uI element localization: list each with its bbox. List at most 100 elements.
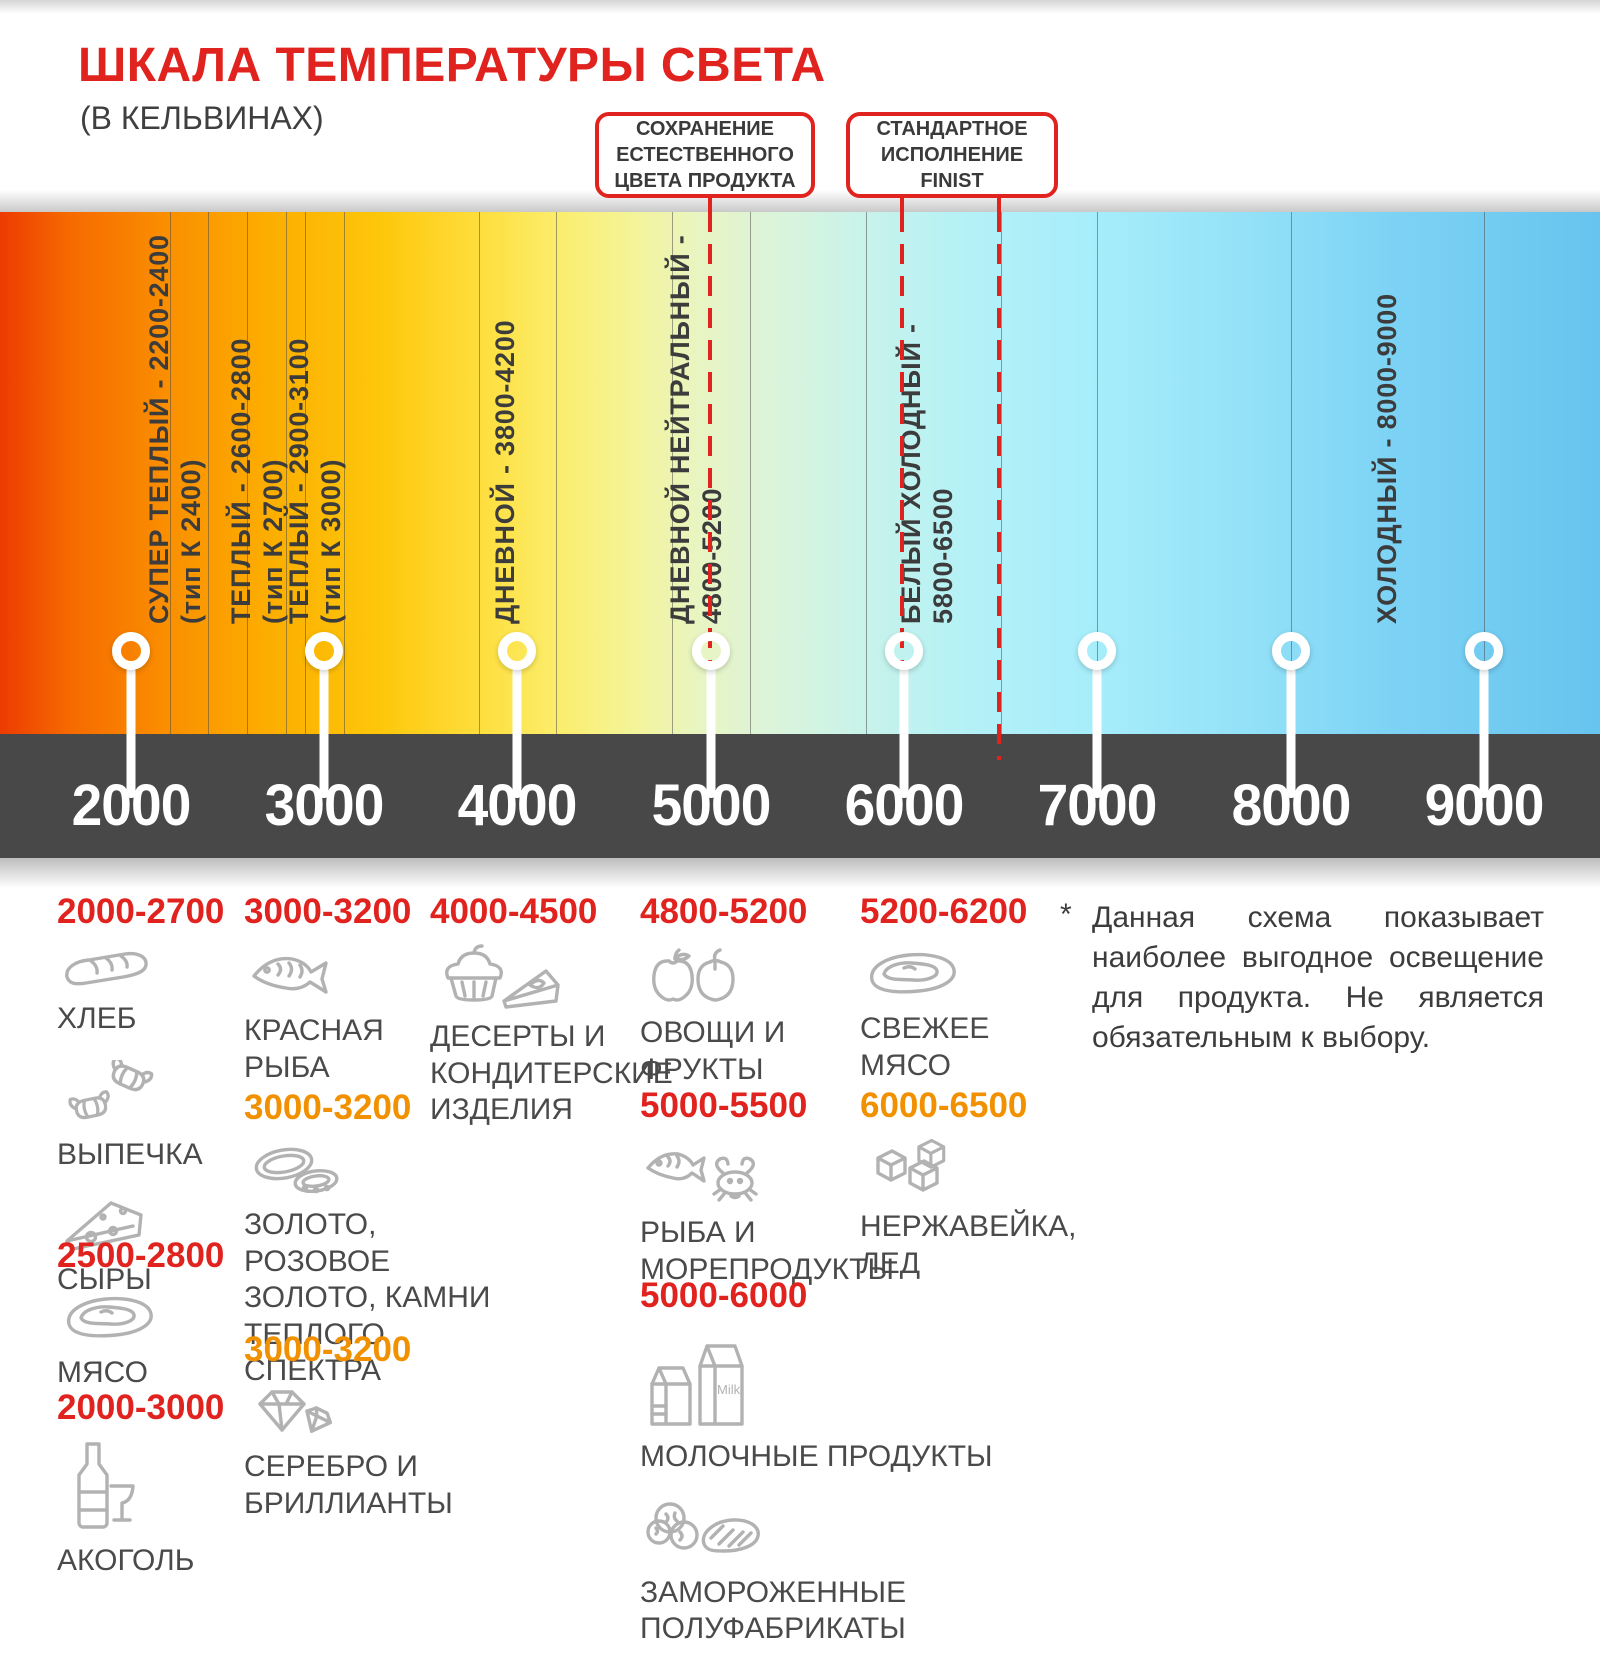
- pin-stem: [1286, 667, 1296, 798]
- product-group: 5000-5500 РЫБА И МОРЕПРОДУКТЫ: [640, 1086, 895, 1310]
- dessert-icon: [434, 944, 645, 1015]
- zone-label-white-cold: БЕЛЫЙ ХОЛОДНЫЙ - 5800-6500: [896, 323, 958, 624]
- callout-leg: [900, 196, 904, 214]
- page-title: ШКАЛА ТЕМПЕРАТУРЫ СВЕТА: [78, 39, 826, 92]
- product-label: МЯСО: [57, 1356, 148, 1389]
- product-label: КРАСНАЯ РЫБА: [244, 1014, 384, 1084]
- product-entry: РЫБА И МОРЕПРОДУКТЫ: [640, 1138, 895, 1288]
- zone-label-warm-3000: ТЕПЛЫЙ - 2900-3100 (тип К 3000): [284, 337, 346, 624]
- zone-label-daylight: ДНЕВНОЙ - 3800-4200: [490, 319, 521, 624]
- pin-stem: [1092, 667, 1102, 798]
- product-entry: СЫРЫ: [57, 1195, 237, 1299]
- pin-marker-icon: [1272, 632, 1310, 670]
- produce-icon: [644, 944, 860, 1011]
- range-label: 2000-2700: [57, 892, 225, 931]
- product-group: 2000-3000 АКОГОЛЬ: [57, 1388, 237, 1602]
- zone-boundary-line: [305, 212, 306, 734]
- kelvin-axis-bar: [0, 734, 1600, 858]
- product-group: 3000-3200 СЕРЕБРО И БРИЛЛИАНТЫ: [244, 1330, 464, 1544]
- product-label: СЕРЕБРО И БРИЛЛИАНТЫ: [244, 1450, 453, 1520]
- product-entry: МЯСО: [57, 1288, 237, 1392]
- product-entry: СЕРЕБРО И БРИЛЛИАНТЫ: [244, 1382, 464, 1522]
- range-label: 3000-3200: [244, 1330, 412, 1369]
- footnote-text: Данная схема показывает наиболее выгодно…: [1092, 901, 1544, 1054]
- product-entry: НЕРЖАВЕЙКА, ЛЕД: [860, 1138, 1076, 1282]
- pin-marker-icon: [885, 632, 923, 670]
- product-entry: АКОГОЛЬ: [57, 1440, 237, 1580]
- range-label: 5000-6000: [640, 1276, 808, 1315]
- axis-tick-8000: 8000: [1231, 773, 1352, 838]
- fresh-meat-icon: [864, 944, 1060, 1007]
- product-label: ВЫПЕЧКА: [57, 1137, 203, 1171]
- product-label: ЗАМОРОЖЕННЫЕ ПОЛУФАБРИКАТЫ: [640, 1575, 907, 1646]
- product-entry: ХЛЕБ: [57, 944, 237, 1038]
- fish-icon: [248, 944, 419, 1009]
- product-group: 6000-6500 НЕРЖАВЕЙКА, ЛЕД: [860, 1086, 1076, 1304]
- zone-label-super-warm: СУПЕР ТЕПЛЫЙ - 2200-2400 (тип К 2400): [144, 234, 206, 624]
- product-label: РЫБА И МОРЕПРОДУКТЫ: [640, 1216, 895, 1286]
- callout-natural-color: СОХРАНЕНИЕ ЕСТЕСТВЕННОГО ЦВЕТА ПРОДУКТА: [595, 112, 815, 198]
- product-label: СВЕЖЕЕ МЯСО: [860, 1012, 990, 1082]
- dashed-line-5000k: [708, 212, 712, 770]
- band-top-shadow: [0, 190, 1600, 212]
- product-entry: КРАСНАЯ РЫБА: [244, 944, 419, 1086]
- range-label: 5000-5500: [640, 1086, 808, 1125]
- product-entry: ОВОЩИ И ФРУКТЫ: [640, 944, 860, 1088]
- pin-stem: [1479, 667, 1489, 798]
- product-entry: СВЕЖЕЕ МЯСО: [860, 944, 1060, 1084]
- range-label: 2500-2800: [57, 1236, 225, 1275]
- product-label: АКОГОЛЬ: [57, 1544, 195, 1577]
- product-entry: ЗОЛОТО, РОЗОВОЕ ЗОЛОТО, КАМНИ ТЕПЛОГО СП…: [244, 1140, 504, 1390]
- pin-marker-icon: [1078, 632, 1116, 670]
- axis-tick-7000: 7000: [1037, 773, 1158, 838]
- pin-stem: [126, 667, 136, 798]
- zone-label-cold: ХОЛОДНЫЙ - 8000-9000: [1372, 293, 1403, 624]
- zone-boundary-line: [344, 212, 345, 734]
- zone-boundary-line: [208, 212, 209, 734]
- axis-tick-3000: 3000: [264, 773, 385, 838]
- product-group: 5200-6200 СВЕЖЕЕ МЯСО: [860, 892, 1060, 1106]
- axis-tick-4000: 4000: [457, 773, 578, 838]
- range-label: 4000-4500: [430, 892, 598, 931]
- dashed-line-6000k: [900, 212, 904, 770]
- croissant-icon: [61, 1055, 237, 1133]
- zone-boundary-line: [479, 212, 480, 734]
- range-label: 3000-3200: [244, 1088, 412, 1127]
- product-entry: Milk МОЛОЧНЫЕ ПРОДУКТЫ: [640, 1328, 993, 1476]
- footnote-asterisk: *: [1060, 898, 1072, 931]
- zone-label-daylight-neutral: ДНЕВНОЙ НЕЙТРАЛЬНЫЙ - 4800-5200: [665, 234, 727, 625]
- ice-icon: [864, 1138, 1070, 1205]
- axis-tick-5000: 5000: [651, 773, 772, 838]
- steak-icon: [61, 1288, 237, 1351]
- product-group: 2500-2800 МЯСО: [57, 1236, 237, 1414]
- zone-boundary-line: [672, 212, 673, 734]
- page-subtitle: (В КЕЛЬВИНАХ): [80, 100, 324, 136]
- zone-boundary-line: [1291, 212, 1292, 734]
- diamonds-icon: [248, 1382, 464, 1445]
- svg-text:Milk: Milk: [717, 1382, 741, 1397]
- axis-tick-2000: 2000: [71, 773, 192, 838]
- zone-boundary-line: [286, 212, 287, 734]
- callout-leg: [997, 196, 1001, 214]
- axis-bottom-shadow: [0, 858, 1600, 888]
- product-group: 5000-6000 Milk МОЛОЧНЫЕ ПРОДУКТЫ ЗАМОРОЖ…: [640, 1276, 993, 1670]
- callout-standard-finist: СТАНДАРТНОЕ ИСПОЛНЕНИЕ FINIST: [846, 112, 1058, 198]
- cheese-icon: [61, 1195, 237, 1258]
- dashed-line-6500k: [997, 212, 1001, 760]
- pin-stem: [899, 667, 909, 798]
- bread-icon: [61, 944, 237, 997]
- pin-stem: [706, 667, 716, 798]
- zone-boundary-line: [1484, 212, 1485, 734]
- range-label: 6000-6500: [860, 1086, 1028, 1125]
- pin-marker-icon: [112, 632, 150, 670]
- zone-label-warm-2700: ТЕПЛЫЙ - 2600-2800 (тип К 2700): [226, 337, 288, 624]
- range-label: 5200-6200: [860, 892, 1028, 931]
- zone-boundary-line: [1097, 212, 1098, 734]
- product-group: 4800-5200 ОВОЩИ И ФРУКТЫ: [640, 892, 860, 1110]
- seafood-icon: [644, 1138, 880, 1211]
- product-group: 4000-4500 ДЕСЕРТЫ И КОНДИТЕРСКИЕ ИЗДЕЛИЯ: [430, 892, 673, 1151]
- zone-boundary-line: [1001, 212, 1002, 734]
- range-label: 3000-3200: [244, 892, 412, 931]
- callout-leg: [708, 196, 712, 214]
